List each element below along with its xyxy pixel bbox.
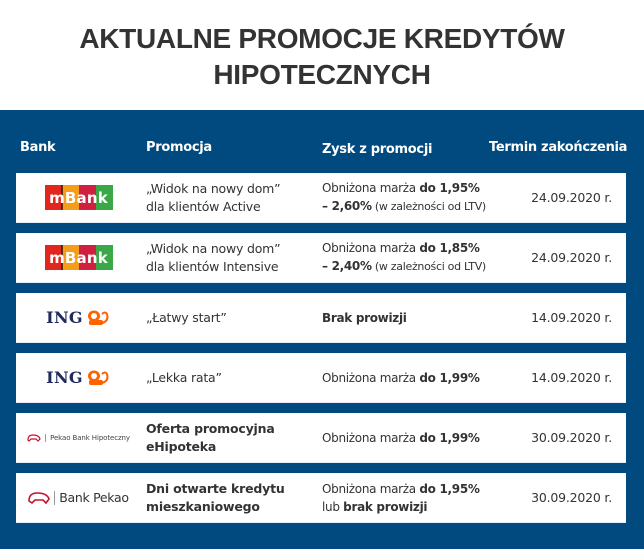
zysk-note: (w zależności od LTV) (371, 200, 486, 213)
bank-cell: mBank (16, 173, 141, 222)
zysk-cell: Obniżona marża do 1,95% lub brak prowizj… (322, 473, 522, 522)
zysk-text: Obniżona marża (322, 430, 420, 445)
zysk-bold: do 1,99% (419, 430, 480, 445)
table-header: Bank Promocja Zysk z promocji Termin zak… (0, 138, 644, 158)
zysk-text: lub (322, 499, 344, 514)
date-cell: 14.09.2020 r. (531, 370, 612, 385)
zysk-cell: Obniżona marża do 1,95% – 2,60% (w zależ… (322, 173, 522, 222)
ing-lion-icon (87, 370, 109, 385)
bank-cell: Bank Pekao (16, 473, 141, 522)
mbank-logo: mBank (44, 245, 113, 270)
date-cell: 24.09.2020 r. (531, 190, 612, 205)
promo-cell: „Łatwy start” (146, 293, 321, 342)
promo-line: dla klientów Active (146, 198, 261, 214)
date-cell: 30.09.2020 r. (531, 430, 612, 445)
header-termin: Termin zakończenia (489, 140, 628, 155)
ing-logo: ING (46, 368, 111, 387)
promotions-table: Bank Promocja Zysk z promocji Termin zak… (0, 110, 644, 549)
zysk-cell: Obniżona marża do 1,85% – 2,40% (w zależ… (322, 233, 522, 282)
header-zysk: Zysk z promocji (322, 142, 433, 157)
bank-cell: Pekao Bank Hipoteczny (16, 413, 141, 462)
promo-cell: Oferta promocyjna eHipoteka (146, 413, 321, 462)
zysk-text: Obniżona marża (322, 241, 420, 255)
zysk-bold: do 1,95% (419, 181, 480, 195)
zysk-bold: do 1,95% (419, 481, 480, 496)
date-cell: 30.09.2020 r. (531, 490, 612, 505)
title-line-1: AKTUALNE PROMOCJE KREDYTÓW (79, 23, 565, 54)
promo-line: „Łatwy start” (146, 309, 227, 325)
zysk-cell: Obniżona marża do 1,99% (322, 413, 522, 462)
date-cell: 14.09.2020 r. (531, 310, 612, 325)
zysk-text: Obniżona marża (322, 181, 420, 195)
bison-icon (28, 491, 51, 504)
title-line-2: HIPOTECZNYCH (213, 59, 431, 90)
promo-cell: „Widok na nowy dom” dla klientów Intensiv… (146, 233, 321, 282)
mbank-logo: mBank (44, 185, 113, 210)
table-row: mBank „Widok na nowy dom” dla klientów In… (16, 233, 626, 283)
zysk-bold: – 2,60% (322, 199, 372, 213)
promo-cell: „Lekka rata” (146, 353, 321, 402)
table-row: mBank „Widok na nowy dom” dla klientów Ac… (16, 173, 626, 223)
table-row: Pekao Bank Hipoteczny Oferta promocyjna e… (16, 413, 626, 463)
zysk-cell: Brak prowizji (322, 293, 522, 342)
promo-line: eHipoteka (146, 438, 217, 454)
zysk-bold: brak prowizji (343, 499, 428, 514)
promo-line: Oferta promocyjna (146, 420, 275, 436)
promo-line: „Widok na nowy dom” (146, 240, 281, 256)
zysk-text: Obniżona marża (322, 481, 420, 496)
table-row: ING „Łatwy start” Brak prowizji 14.09.20… (16, 293, 626, 343)
promo-cell: Dni otwarte kredytu mieszkaniowego (146, 473, 321, 522)
promo-line: dla klientów Intensive (146, 258, 279, 274)
bison-icon (27, 433, 41, 442)
page-title: AKTUALNE PROMOCJE KREDYTÓW HIPOTECZNYCH (0, 0, 644, 110)
table-row: Bank Pekao Dni otwarte kredytu mieszkanio… (16, 473, 626, 523)
header-promo: Promocja (146, 140, 212, 155)
bank-cell: mBank (16, 233, 141, 282)
bank-cell: ING (16, 353, 141, 402)
promo-line: „Lekka rata” (146, 369, 222, 385)
pekao-bank-hipoteczny-logo: Pekao Bank Hipoteczny (27, 433, 130, 442)
ing-lion-icon (87, 310, 109, 325)
zysk-note: (w zależności od LTV) (371, 260, 486, 273)
promo-line: „Widok na nowy dom” (146, 180, 281, 196)
date-cell: 24.09.2020 r. (531, 250, 612, 265)
zysk-bold: do 1,99% (419, 370, 480, 385)
promo-line: Dni otwarte kredytu (146, 480, 285, 496)
table-row: ING „Lekka rata” Obniżona marża do 1,99%… (16, 353, 626, 403)
zysk-text: Obniżona marża (322, 370, 420, 385)
promo-cell: „Widok na nowy dom” dla klientów Active (146, 173, 321, 222)
bank-cell: ING (16, 293, 141, 342)
zysk-bold: Brak prowizji (322, 310, 407, 325)
ing-logo: ING (46, 308, 111, 327)
header-bank: Bank (20, 140, 56, 155)
zysk-bold: – 2,40% (322, 259, 372, 273)
promo-line: mieszkaniowego (146, 498, 260, 514)
zysk-cell: Obniżona marża do 1,99% (322, 353, 522, 402)
bank-pekao-logo: Bank Pekao (28, 490, 129, 505)
zysk-bold: do 1,85% (419, 241, 480, 255)
